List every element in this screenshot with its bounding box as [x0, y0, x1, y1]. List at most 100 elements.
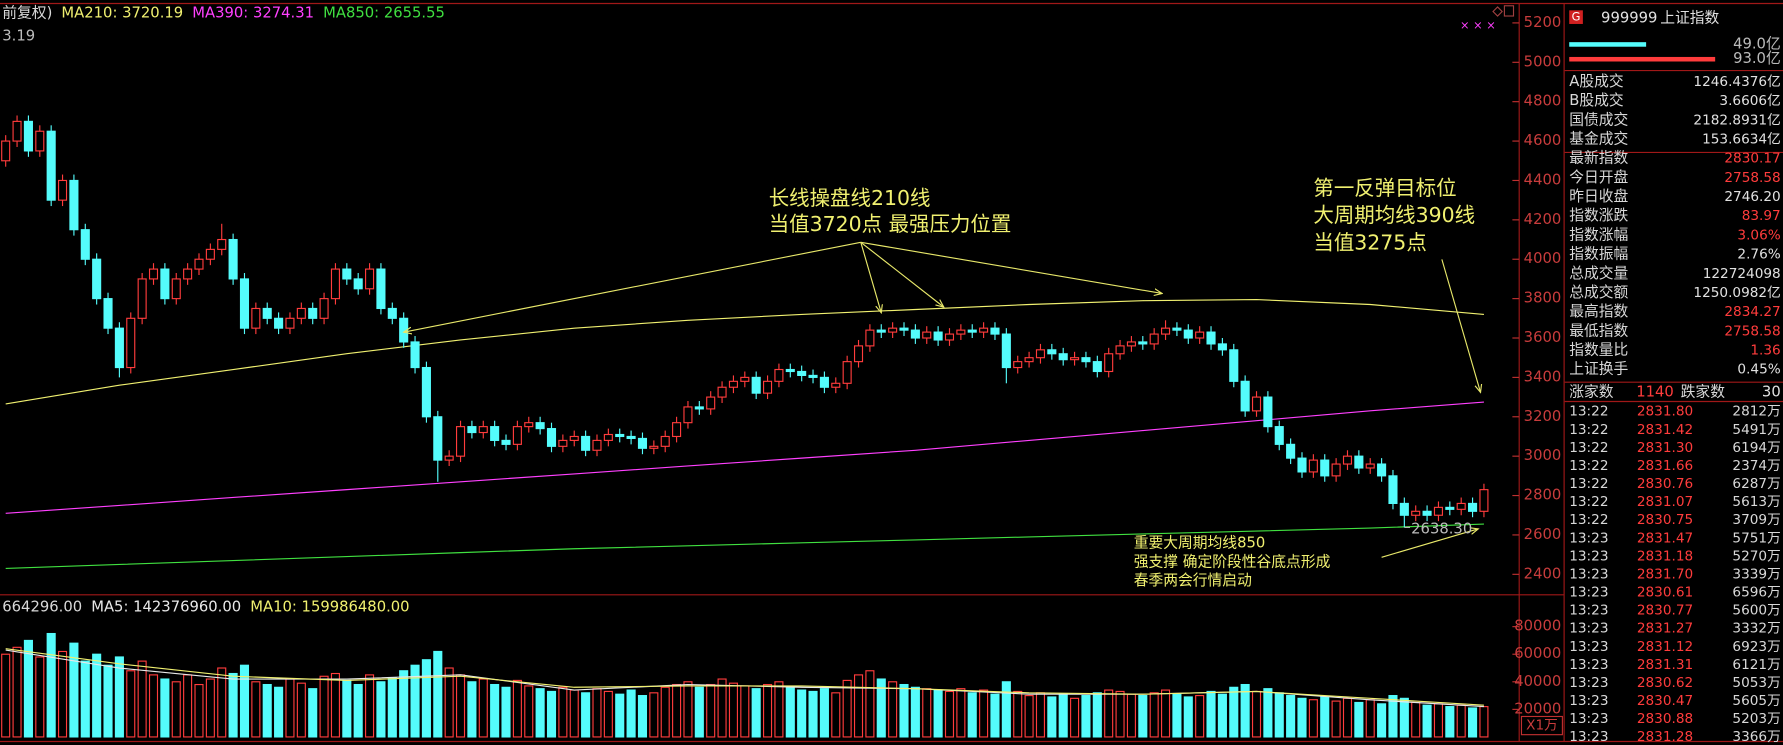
candle-body: [365, 268, 375, 290]
volume-bar: [1195, 695, 1205, 738]
volume-bar: [148, 674, 159, 738]
volume-bar: [1138, 695, 1148, 738]
chart-icon[interactable]: [1503, 5, 1515, 17]
stat-value: 0.45%: [1737, 362, 1780, 378]
candle-body: [774, 368, 784, 382]
tick-volume: 3332万: [1732, 621, 1780, 637]
volume-bar: [1070, 697, 1080, 738]
tick-volume: 5053万: [1732, 675, 1780, 691]
low-label: 2638.30: [1411, 521, 1472, 538]
candle-body: [512, 426, 522, 445]
tick-volume: 3366万: [1732, 729, 1780, 745]
volume-bar: [797, 689, 807, 738]
volume-bar: [421, 659, 431, 738]
candle-body: [990, 327, 1000, 335]
tick-volume: 5613万: [1732, 494, 1780, 510]
stat-value: 1.36: [1750, 343, 1780, 359]
tick-price: 2831.31: [1637, 657, 1693, 673]
candle-body: [57, 179, 68, 201]
panel-icon: [1569, 10, 1583, 24]
tick-time: 13:23: [1569, 603, 1608, 619]
tick-price: 2831.70: [1637, 566, 1693, 582]
volume-bar: [399, 670, 409, 738]
candle-body: [1274, 426, 1284, 445]
volume-bar: [114, 656, 124, 738]
stat-label: 最新指数: [1569, 150, 1628, 167]
candle-body: [819, 376, 829, 388]
volume-bar: [433, 650, 443, 738]
stat-label: 总成交量: [1569, 264, 1628, 282]
volume-bar: [558, 686, 568, 738]
annotation-arrow: [860, 241, 1162, 293]
y-tick-label: 4400: [1524, 171, 1562, 188]
volume-bar: [922, 688, 932, 738]
volume-bar: [330, 672, 340, 738]
volume-bar: [1354, 701, 1364, 738]
volume-bar: [865, 670, 875, 738]
volume-bar: [183, 674, 193, 738]
volume-bar: [637, 695, 648, 738]
volume-bar: [933, 689, 943, 738]
stat-label: 昨日收盘: [1569, 187, 1628, 205]
breadth-value: 1140: [1636, 383, 1674, 400]
candle-body: [114, 327, 124, 369]
volume-bar: [1411, 701, 1421, 738]
candle-body: [205, 248, 215, 260]
candle-body: [1115, 345, 1125, 355]
volume-bar: [626, 689, 636, 738]
candle-body: [433, 416, 443, 461]
stat-value: 2182.8931亿: [1693, 112, 1780, 128]
candle-body: [1081, 357, 1091, 363]
stat-value: 3.06%: [1737, 227, 1780, 243]
ratio-label: 93.0亿: [1733, 50, 1781, 67]
tick-volume: 3709万: [1732, 512, 1780, 528]
candle-body: [1195, 331, 1205, 339]
candle-body: [865, 329, 875, 347]
candle-body: [1001, 333, 1011, 369]
volume-bar: [1479, 706, 1489, 738]
candle-body: [490, 426, 500, 441]
breadth-label: 跌家数: [1681, 383, 1726, 400]
annotation: 重要大周期均线850: [1134, 535, 1266, 552]
candle-body: [785, 368, 795, 373]
volume-bar: [1081, 695, 1091, 738]
y-tick-label: 4800: [1524, 93, 1562, 110]
volume-bar: [831, 692, 841, 738]
candle-body: [23, 120, 33, 152]
candle-body: [569, 435, 579, 441]
candle-body: [831, 382, 841, 388]
tick-volume: 3339万: [1732, 566, 1780, 582]
volume-bar: [1, 653, 11, 738]
candle-body: [956, 329, 966, 335]
chart-icon[interactable]: [1492, 6, 1503, 17]
volume-bar: [46, 632, 56, 738]
candle-body: [660, 435, 670, 447]
stat-value: 2758.58: [1724, 170, 1780, 186]
volume-bar: [387, 677, 397, 738]
candle-body: [455, 426, 466, 457]
tick-price: 2831.42: [1637, 422, 1693, 438]
candle-body: [1468, 502, 1478, 512]
volume-bar: [717, 678, 727, 738]
volume-bar: [205, 678, 215, 738]
annotation-arrow: [860, 241, 944, 307]
candle-body: [387, 307, 397, 319]
candle-body: [1422, 510, 1432, 516]
candle-body: [1479, 489, 1489, 512]
volume-bar: [319, 675, 329, 738]
annotation: 当值3275点: [1313, 230, 1426, 254]
candle-body: [751, 376, 761, 394]
candle-body: [1070, 357, 1080, 361]
candle-body: [967, 329, 977, 333]
volume-bar: [1024, 695, 1034, 738]
candle-body: [979, 327, 989, 333]
stat-value: 83.97: [1742, 208, 1781, 224]
candle-body: [1377, 463, 1387, 477]
volume-bar: [672, 683, 682, 738]
tick-time: 13:23: [1569, 675, 1608, 691]
volume-bar: [171, 681, 181, 738]
tick-volume: 2812万: [1732, 404, 1780, 420]
candle-body: [558, 439, 568, 447]
stat-value: 2758.58: [1724, 323, 1780, 339]
